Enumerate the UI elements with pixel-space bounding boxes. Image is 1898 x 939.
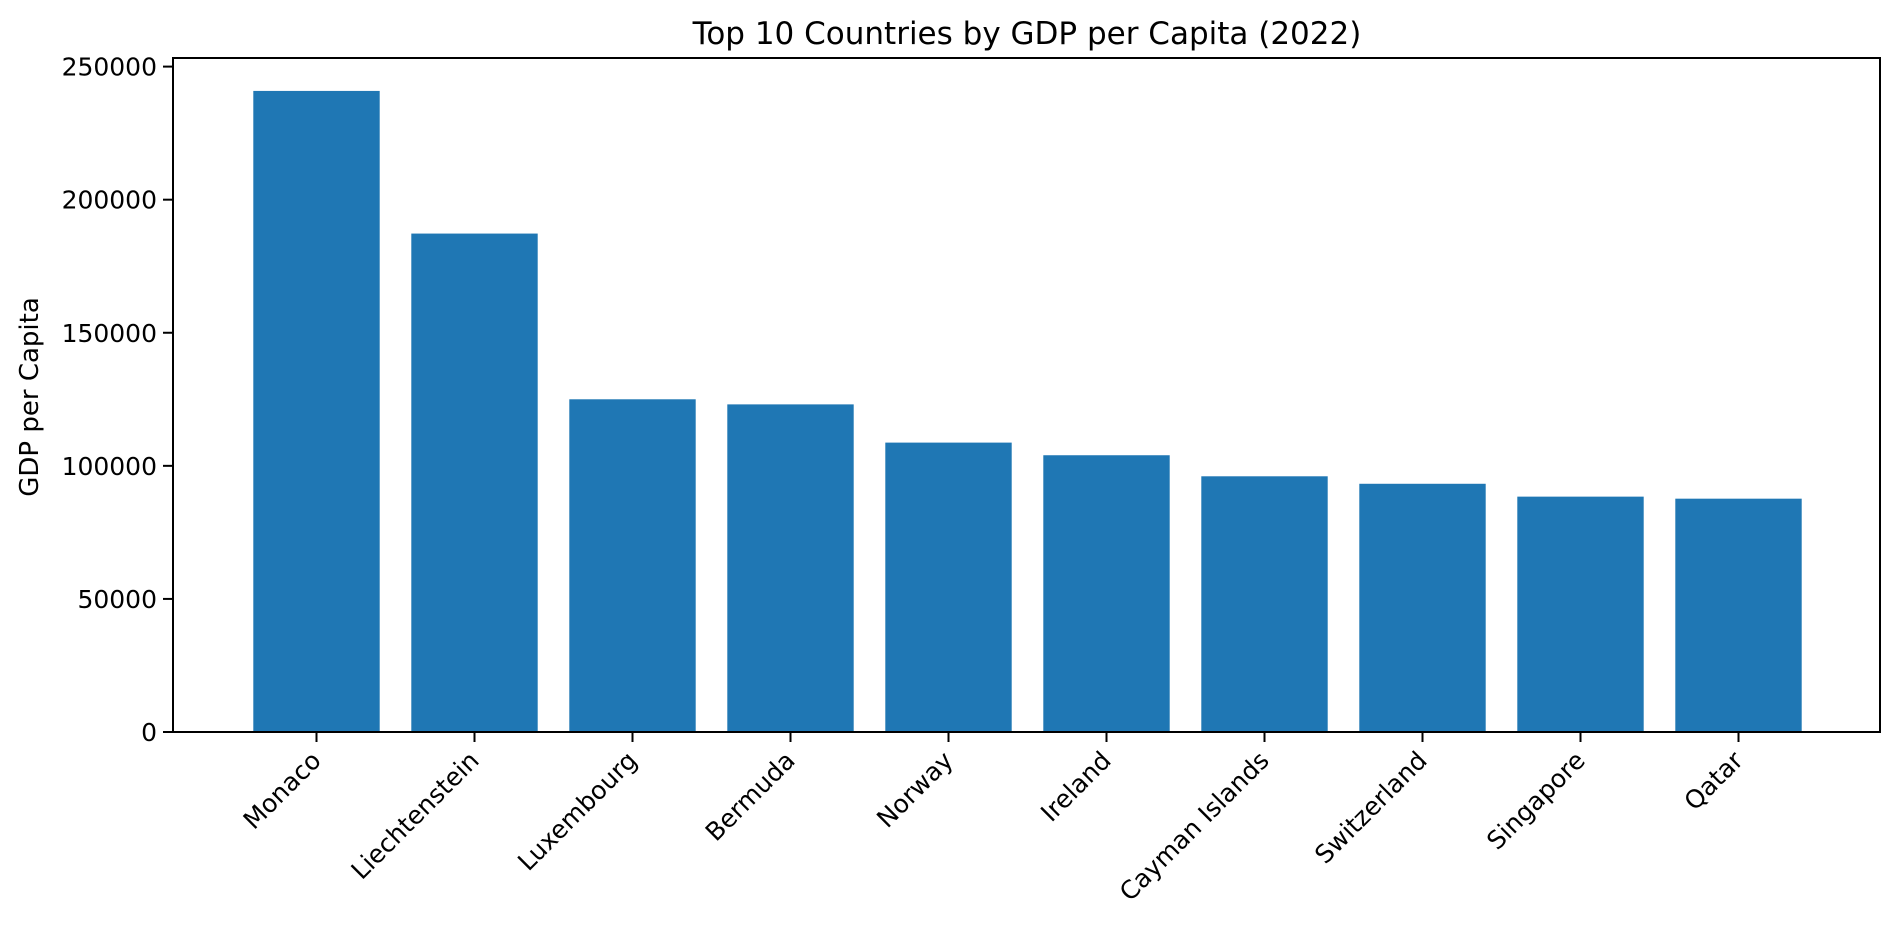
bar-liechtenstein [411,233,538,732]
x-tick-label: Switzerland [1309,746,1433,870]
chart-title: Top 10 Countries by GDP per Capita (2022… [692,16,1362,52]
y-tick-label: 250000 [62,53,157,82]
x-tick-label: Liechtenstein [346,746,485,885]
bar-qatar [1675,498,1802,732]
y-tick-label: 0 [141,718,157,747]
x-tick-label: Ireland [1035,746,1117,828]
plot-area-frame [172,57,1881,733]
y-tick-label: 100000 [62,452,157,481]
y-axis-label: GDP per Capita [15,297,45,497]
y-tick-label: 200000 [62,186,157,215]
x-tick-label: Cayman Islands [1114,746,1275,907]
x-tick-label: Qatar [1678,745,1749,816]
x-tick-label: Bermuda [700,746,801,847]
x-tick-label: Singapore [1481,746,1591,856]
bar-singapore [1517,496,1644,732]
bar-cayman-islands [1201,476,1328,732]
bar-switzerland [1359,483,1486,732]
y-tick-label: 150000 [62,319,157,348]
bar-norway [885,442,1012,732]
x-tick-label: Norway [871,746,959,834]
x-tick-label: Luxembourg [512,746,643,877]
bar-monaco [253,90,380,733]
bar-bermuda [727,404,854,732]
y-tick-label: 50000 [77,585,157,614]
bar-ireland [1043,455,1170,732]
bar-luxembourg [569,399,696,732]
x-tick-label: Monaco [238,746,327,835]
